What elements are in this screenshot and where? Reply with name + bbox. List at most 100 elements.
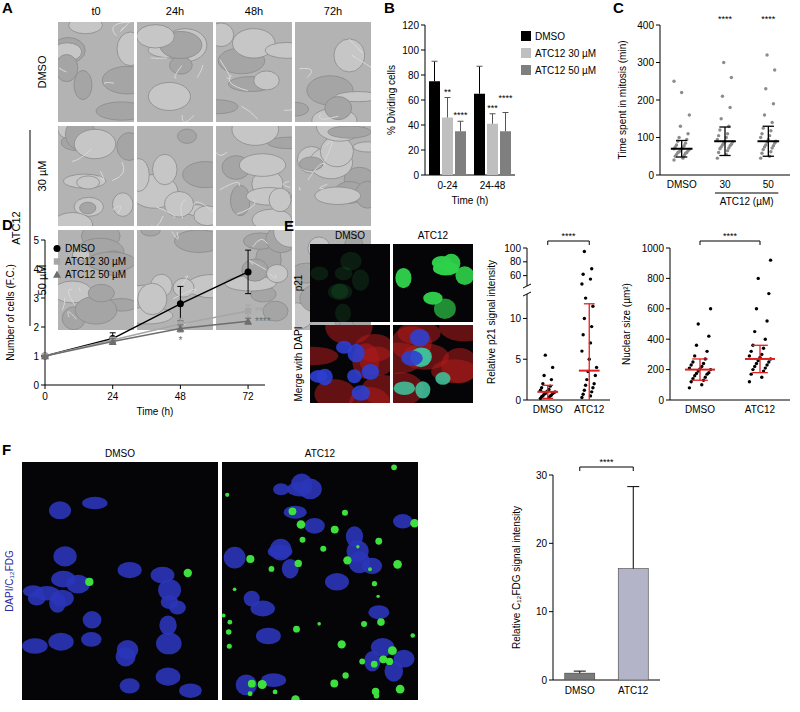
point (721, 95, 724, 98)
cell (141, 230, 160, 236)
stain-dot (248, 680, 256, 688)
plot-area (671, 53, 779, 161)
point (581, 273, 584, 276)
nucleus (331, 284, 349, 299)
error-cap (177, 286, 183, 287)
x-tick-label: 48 (175, 391, 187, 402)
stain-dot (388, 646, 397, 655)
nucleus (401, 350, 423, 365)
column-head: DMSO (335, 230, 365, 241)
sd-cap (763, 156, 774, 157)
group-bracket (715, 193, 778, 194)
point (769, 150, 772, 153)
point (695, 344, 698, 347)
image-background (137, 22, 213, 122)
point (584, 296, 587, 299)
stain-dot (374, 693, 380, 699)
marker (245, 308, 251, 314)
point (759, 156, 762, 159)
point (544, 353, 547, 356)
image-background (22, 462, 218, 700)
cell (295, 102, 309, 116)
stain-dot (393, 560, 402, 569)
point (677, 136, 680, 139)
cytoskeleton (325, 325, 373, 345)
point (730, 76, 733, 79)
micrograph (295, 22, 371, 122)
point (770, 121, 773, 124)
cell-edge (178, 276, 188, 291)
point (762, 126, 765, 129)
cell-edge (181, 199, 186, 218)
y-tick (656, 100, 660, 101)
nucleus (299, 479, 322, 500)
stain-dot (248, 691, 253, 696)
significance-bracket (700, 241, 760, 245)
stain-dot (391, 465, 397, 471)
x-tick-label: 50 (763, 179, 775, 190)
x-axis (660, 175, 790, 176)
cell-edge (151, 57, 167, 58)
point (704, 376, 707, 379)
sd-cap (719, 155, 730, 156)
stain-dot (273, 689, 278, 694)
stain-dot (295, 560, 302, 567)
point (700, 383, 703, 386)
y-tick-label: 0 (33, 380, 39, 391)
point (589, 277, 592, 280)
stain-dot (375, 538, 382, 545)
panel-label: D (2, 216, 13, 233)
stain-dot (289, 507, 297, 515)
nucleus (159, 615, 176, 635)
cell (96, 102, 134, 120)
point (680, 91, 683, 94)
y-axis (527, 294, 528, 400)
cell-edge (120, 22, 134, 32)
cell (137, 159, 149, 192)
significance: **** (453, 110, 468, 120)
marker (177, 300, 184, 307)
cell-edge (349, 39, 362, 53)
stain-dot (359, 659, 365, 665)
point (769, 129, 772, 132)
cell-edge (197, 65, 203, 77)
channel-label: DAPI/C₁₂FDG (4, 550, 15, 612)
cell-edge (104, 82, 114, 84)
point (672, 158, 675, 161)
nucleus (433, 262, 459, 276)
sd-cap (763, 126, 774, 127)
series-line (45, 311, 248, 356)
x-tick (45, 385, 46, 389)
cell-edge (308, 163, 325, 180)
nucleus (22, 638, 48, 653)
cell (138, 283, 167, 314)
cell (173, 278, 194, 297)
cell-edge (172, 231, 178, 239)
error-bar (633, 487, 634, 569)
bar (565, 673, 595, 680)
nucleus (156, 668, 181, 686)
bar (487, 124, 498, 175)
y-tick-label: 60 (510, 270, 522, 281)
stain-dot (331, 526, 339, 534)
nucleus (347, 369, 361, 383)
nucleus (83, 611, 102, 629)
micrograph (393, 244, 473, 322)
cell (242, 259, 268, 281)
y-tick (656, 25, 660, 26)
stain-dot (85, 578, 93, 586)
y-tick (549, 680, 553, 681)
point (580, 282, 583, 285)
stain-dot (225, 493, 229, 497)
panel-label: E (284, 217, 294, 234)
image-background (222, 462, 418, 700)
y-tick-label: 400 (647, 334, 664, 345)
cell-edge (241, 106, 257, 119)
bar (429, 81, 440, 175)
point (583, 389, 586, 392)
nucleus (394, 381, 415, 394)
axis-title: % Dividing cells (386, 65, 397, 135)
point (764, 366, 767, 369)
stain-dot (342, 510, 348, 516)
plot-area (537, 296, 599, 400)
